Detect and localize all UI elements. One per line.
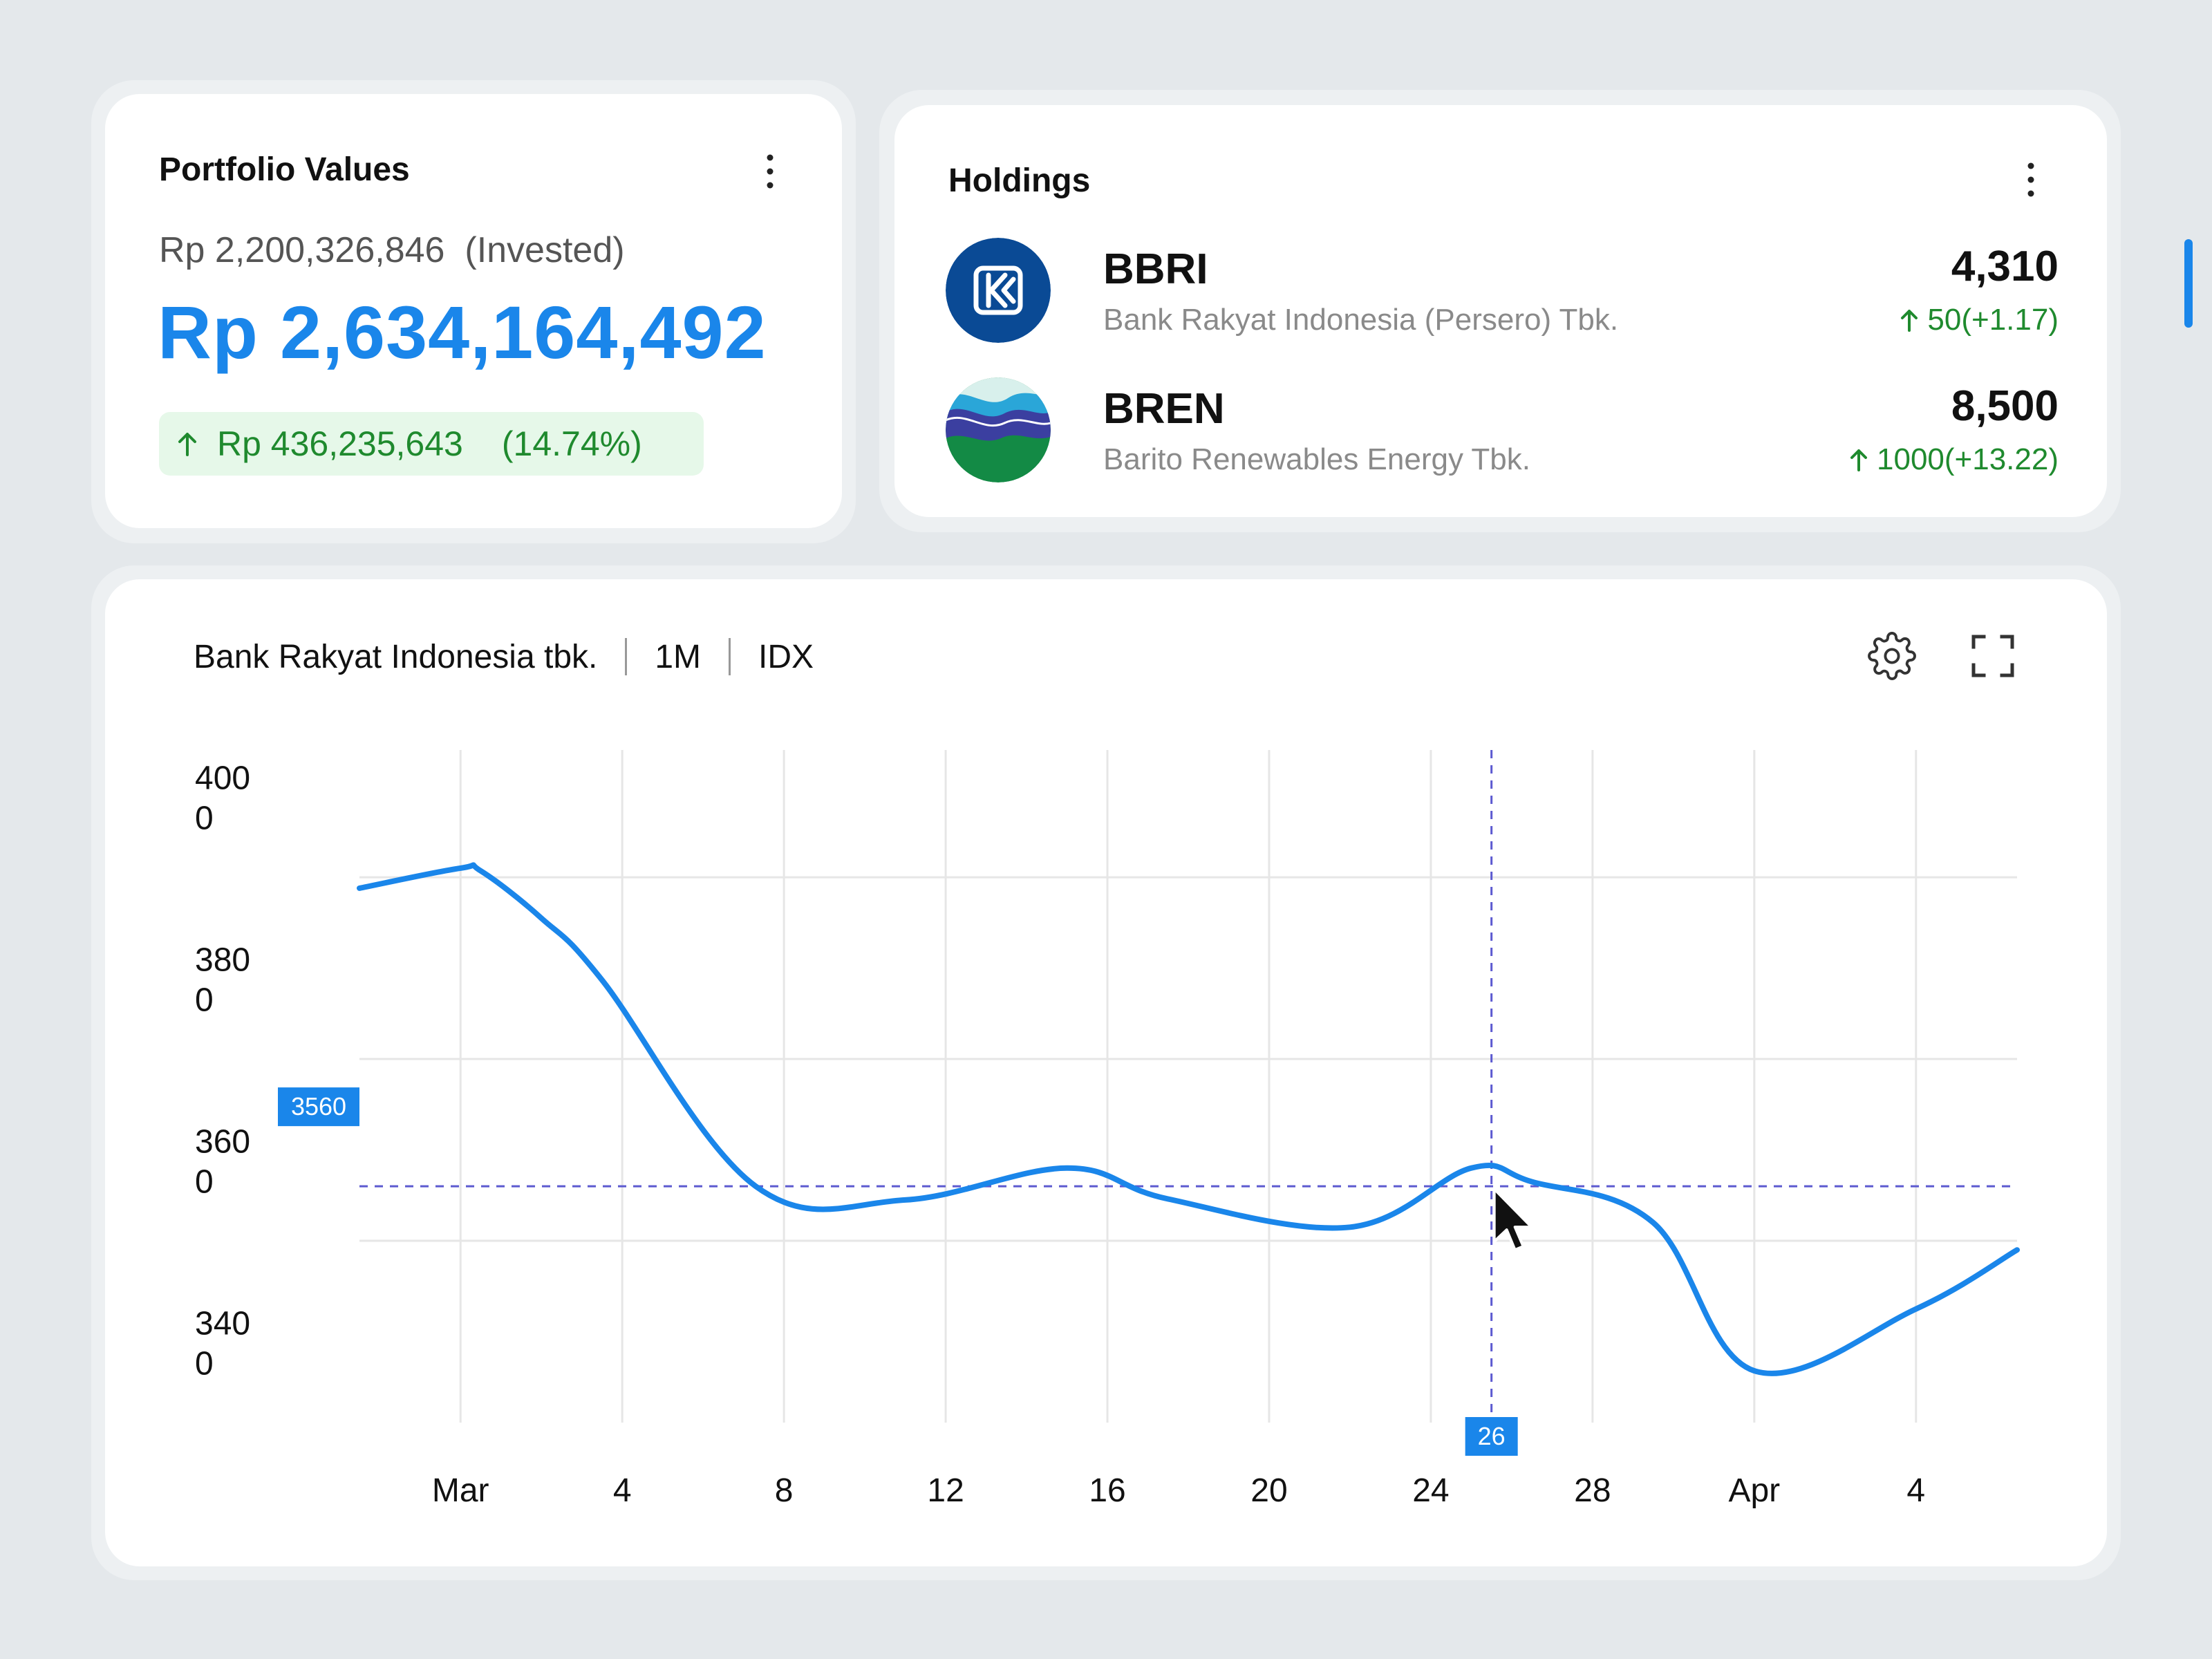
y-tick-label: 0 [195, 982, 214, 1019]
portfolio-menu-button[interactable] [749, 151, 791, 192]
holding-ticker: BREN [1103, 385, 1225, 433]
chart-card: Bank Rakyat Indonesia tbk. 1M IDX [105, 579, 2107, 1566]
x-tick-label: 4 [613, 1472, 632, 1509]
invested-label: (Invested) [465, 230, 625, 270]
holding-price: 8,500 [1951, 382, 2059, 430]
x-tick-label: 20 [1250, 1472, 1287, 1509]
more-vertical-icon [767, 154, 774, 189]
x-tick-label: 4 [1906, 1472, 1925, 1509]
bri-logo-icon [946, 238, 1051, 343]
fullscreen-icon [1971, 635, 2014, 677]
settings-button[interactable] [1861, 625, 1923, 687]
holding-row-bbri[interactable]: BBRI Bank Rakyat Indonesia (Persero) Tbk… [946, 238, 2059, 348]
x-tick-label: 8 [775, 1472, 794, 1509]
holding-change-value: 50(+1.17) [1927, 303, 2059, 337]
fullscreen-button[interactable] [1962, 625, 2024, 687]
mouse-pointer-icon [1492, 1188, 1533, 1252]
gain-amount: Rp 436,235,643 [217, 424, 463, 463]
crosshair-x-badge [1465, 1417, 1518, 1456]
y-tick-label: 340 [195, 1306, 250, 1342]
holdings-card: Holdings BBRI Bank Rakyat Indonesia (Per… [894, 105, 2193, 517]
x-tick-label: 24 [1412, 1472, 1449, 1509]
y-tick-label: 0 [195, 1164, 214, 1201]
price-series-line [357, 862, 2020, 1376]
gear-icon [1868, 632, 1916, 680]
holdings-menu-button[interactable] [2010, 159, 2052, 200]
portfolio-card: Portfolio Values Rp 2,200,326,846 (Inves… [105, 94, 842, 528]
holdings-scrollbar[interactable] [2184, 239, 2193, 328]
crosshair-x-label: 26 [1478, 1422, 1506, 1450]
header-divider [625, 638, 628, 675]
exchange-selector[interactable]: IDX [758, 638, 814, 675]
header-divider [729, 638, 731, 675]
range-selector[interactable]: 1M [655, 638, 702, 675]
holding-ticker: BBRI [1103, 245, 1208, 293]
holding-change: 50(+1.17) [1900, 303, 2059, 337]
holdings-title: Holdings [948, 162, 1091, 199]
arrow-up-icon [1849, 448, 1868, 471]
x-tick-label: 16 [1089, 1472, 1125, 1509]
invested-amount: Rp 2,200,326,846 [159, 230, 445, 270]
arrow-up-icon [177, 431, 198, 456]
holding-change-value: 1000(+13.22) [1877, 442, 2059, 476]
x-tick-label: 28 [1574, 1472, 1611, 1509]
bren-logo-icon [946, 377, 1051, 482]
chart-header: Bank Rakyat Indonesia tbk. 1M IDX [194, 636, 814, 677]
gain-badge: Rp 436,235,643 (14.74%) [159, 412, 704, 476]
y-tick-label: 380 [195, 942, 250, 979]
crosshair-y-badge [278, 1087, 359, 1127]
holding-change: 1000(+13.22) [1849, 442, 2059, 477]
portfolio-value: Rp 2,634,164,492 [158, 290, 767, 374]
chart-title: Bank Rakyat Indonesia tbk. [194, 638, 598, 675]
x-tick-label: Mar [432, 1472, 489, 1509]
invested-value: Rp 2,200,326,846 (Invested) [159, 229, 625, 271]
holding-price: 4,310 [1951, 243, 2059, 290]
holding-row-bren[interactable]: BREN Barito Renewables Energy Tbk. 8,500… [946, 377, 2059, 488]
holding-name: Barito Renewables Energy Tbk. [1103, 442, 1530, 476]
x-tick-label: Apr [1728, 1472, 1780, 1509]
gain-percent: (14.74%) [501, 424, 642, 463]
y-tick-label: 0 [195, 800, 214, 837]
crosshair-y-label: 3560 [291, 1092, 346, 1121]
y-tick-label: 400 [195, 760, 250, 797]
more-vertical-icon [2027, 162, 2034, 197]
holding-name: Bank Rakyat Indonesia (Persero) Tbk. [1103, 303, 1619, 337]
y-tick-label: 0 [195, 1346, 214, 1382]
x-tick-label: 12 [927, 1472, 964, 1509]
portfolio-title: Portfolio Values [159, 151, 410, 188]
arrow-up-icon [1900, 308, 1919, 332]
y-tick-label: 360 [195, 1124, 250, 1161]
